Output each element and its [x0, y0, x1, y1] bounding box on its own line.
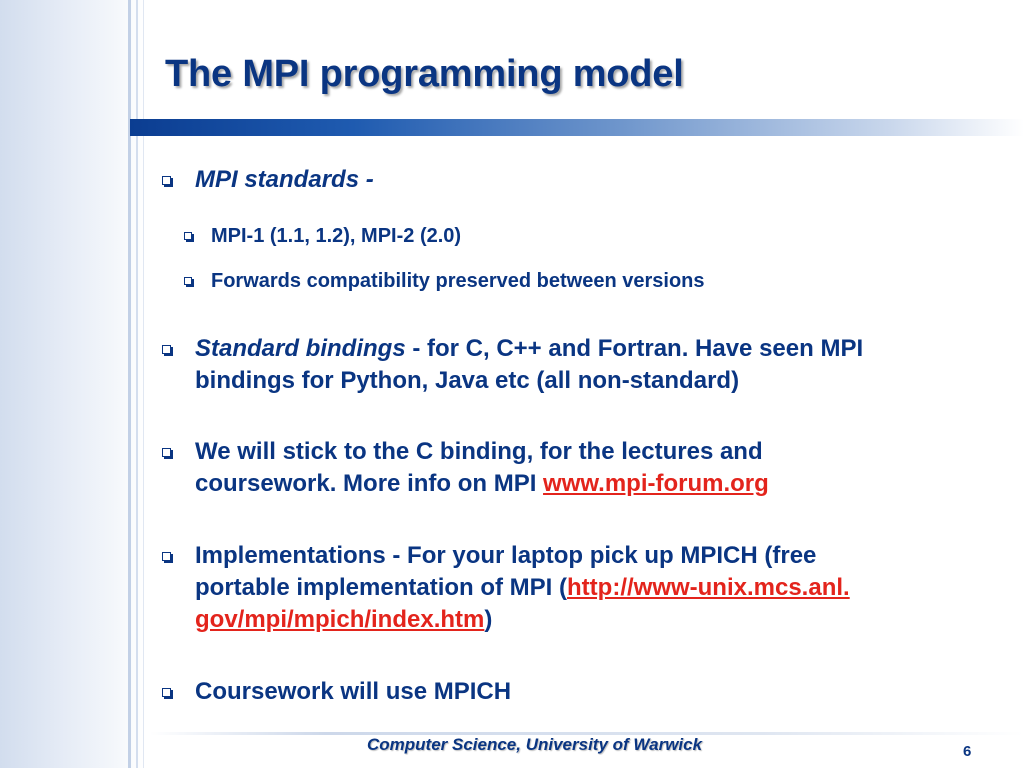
bullet-line: bindings for Python, Java etc (all non-s…: [195, 367, 740, 394]
bullet-coursework-mpich: Coursework will use MPICH: [162, 676, 512, 708]
bullet-italic-term: Standard bindings: [195, 335, 406, 362]
title-underline-bar: [130, 119, 1024, 136]
bullet-text: - for C, C++ and Fortran. Have seen MPI: [405, 335, 864, 362]
slide-title: The MPI programming model: [165, 53, 684, 95]
decorative-vertical-line: [136, 0, 138, 768]
bullet-box-icon: [162, 345, 173, 356]
mpi-forum-link[interactable]: www.mpi-forum.org: [543, 470, 769, 497]
bullet-line: gov/mpi/mpich/index.htm): [195, 604, 850, 636]
footer-institution: Computer Science, University of Warwick: [367, 735, 703, 754]
sub-bullet-text: MPI-1 (1.1, 1.2), MPI-2 (2.0): [211, 225, 462, 247]
bullet-mpi-standards: MPI standards -: [162, 164, 374, 196]
bullet-box-icon: [162, 448, 173, 459]
bullet-box-icon: [184, 232, 194, 242]
bullet-implementations: Implementations - For your laptop pick u…: [162, 540, 850, 636]
bullet-label: MPI standards -: [195, 166, 374, 193]
bullet-box-icon: [162, 176, 173, 187]
bullet-text: portable implementation of MPI (: [195, 574, 568, 601]
bullet-line: We will stick to the C binding, for the …: [195, 438, 763, 465]
mpich-link-part2[interactable]: gov/mpi/mpich/index.htm: [195, 606, 485, 633]
bullet-line: Implementations - For your laptop pick u…: [195, 542, 817, 569]
bullet-box-icon: [162, 552, 173, 563]
sub-bullet-forwards-compat: Forwards compatibility preserved between…: [184, 268, 705, 294]
sub-bullet-mpi-versions: MPI-1 (1.1, 1.2), MPI-2 (2.0): [184, 223, 462, 249]
decorative-vertical-line: [143, 0, 144, 768]
page-number: 6: [963, 743, 972, 760]
bullet-box-icon: [184, 277, 194, 287]
bullet-box-icon: [162, 688, 173, 699]
bullet-line: Standard bindings - for C, C++ and Fortr…: [195, 333, 863, 365]
bullet-text: Coursework will use MPICH: [195, 678, 512, 705]
bullet-line: coursework. More info on MPI www.mpi-for…: [195, 468, 769, 500]
bullet-text: ): [484, 606, 493, 633]
bullet-standard-bindings: Standard bindings - for C, C++ and Fortr…: [162, 333, 863, 397]
bullet-c-binding: We will stick to the C binding, for the …: [162, 436, 769, 500]
footer-divider: [150, 732, 1024, 735]
decorative-vertical-line: [128, 0, 131, 768]
mpich-link-part1[interactable]: http://www-unix.mcs.anl.: [567, 574, 850, 601]
bullet-line: portable implementation of MPI (http://w…: [195, 572, 850, 604]
bullet-text: coursework. More info on MPI: [195, 470, 544, 497]
sub-bullet-text: Forwards compatibility preserved between…: [211, 270, 705, 292]
left-decorative-panel: [0, 0, 145, 768]
